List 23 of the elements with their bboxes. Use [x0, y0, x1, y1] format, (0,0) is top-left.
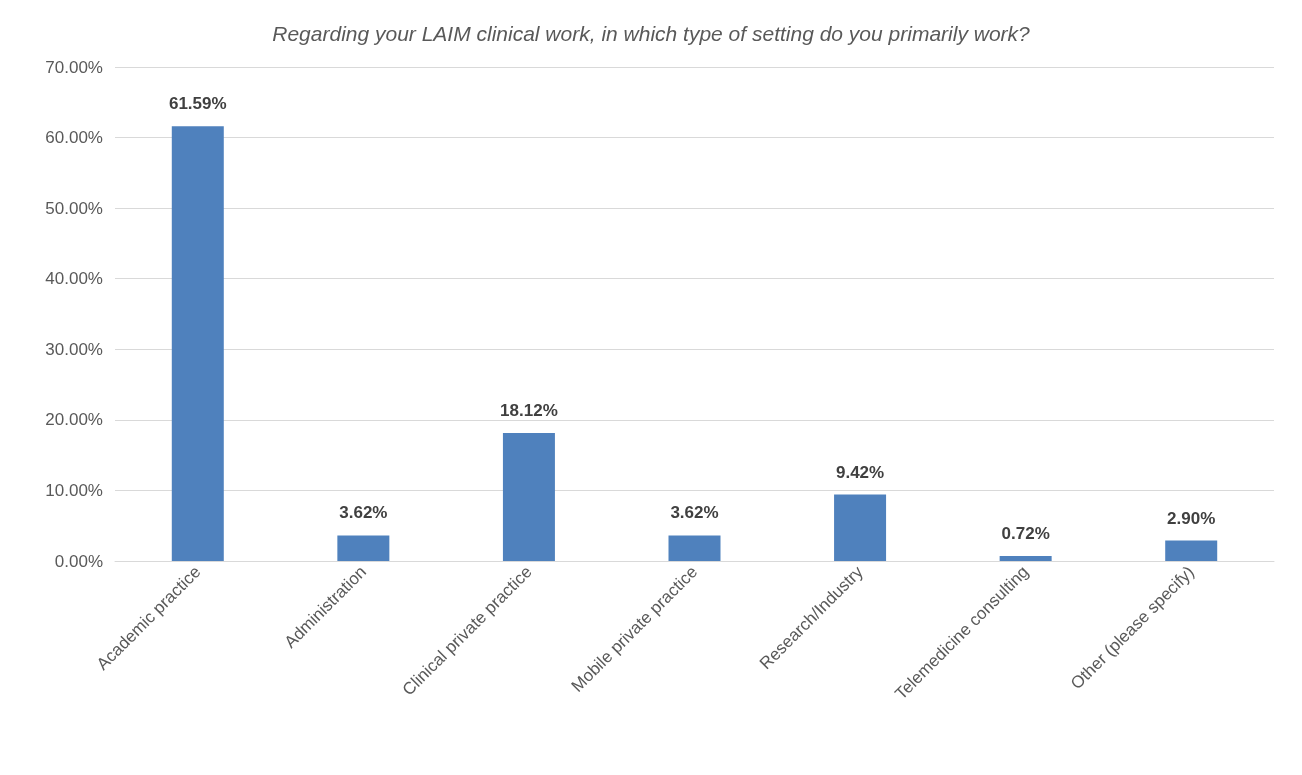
data-label: 0.72% — [1001, 523, 1050, 543]
bar — [999, 555, 1052, 561]
bar — [337, 535, 390, 561]
y-tick-label: 70.00% — [45, 57, 103, 77]
data-label: 18.12% — [500, 401, 558, 421]
bar — [171, 126, 224, 561]
y-tick-label: 40.00% — [45, 269, 103, 289]
bar — [834, 494, 887, 561]
y-tick-label: 60.00% — [45, 128, 103, 148]
data-label: 3.62% — [670, 503, 719, 523]
bar — [668, 535, 721, 561]
y-tick-label: 10.00% — [45, 480, 103, 500]
bar — [1165, 540, 1218, 561]
y-tick-label: 50.00% — [45, 198, 103, 218]
chart-title: Regarding your LAIM clinical work, in which type of setting do you primarily work? — [272, 22, 1031, 45]
bar — [502, 433, 555, 561]
data-label: 3.62% — [339, 503, 388, 523]
y-tick-label: 20.00% — [45, 410, 103, 430]
data-label: 9.42% — [835, 462, 885, 482]
y-tick-label: 30.00% — [45, 339, 103, 359]
data-label: 2.90% — [1167, 508, 1216, 528]
y-tick-label: 0.00% — [54, 551, 103, 571]
data-label: 61.59% — [168, 94, 227, 114]
